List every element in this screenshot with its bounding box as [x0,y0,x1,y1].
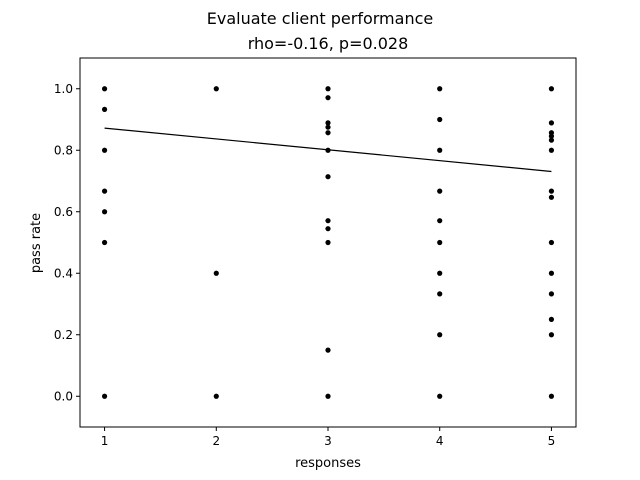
data-point [437,239,443,246]
data-point [325,95,331,101]
y-tick-label: 0.0 [54,389,73,403]
data-point [325,226,331,232]
y-axis: 0.0 0.2 0.4 0.6 0.8 1.0 [54,82,80,403]
y-tick-label: 0.8 [54,143,73,157]
x-axis-label: responses [295,456,361,471]
x-tick-label: 2 [212,434,220,448]
chart-title: Evaluate client performance [207,9,433,28]
data-point [548,137,555,143]
data-points [101,86,555,399]
data-point [437,393,443,399]
data-point [437,116,443,123]
x-tick-label: 4 [436,434,444,448]
data-point [548,188,555,194]
data-point [213,270,219,276]
data-point [325,86,331,92]
data-point [213,393,219,399]
data-point [548,270,555,276]
data-point [548,147,555,153]
data-point [325,120,331,126]
data-point [325,124,331,130]
data-point [437,147,443,153]
y-tick-label: 0.6 [54,205,73,219]
y-tick-label: 1.0 [54,82,73,96]
data-point [548,239,555,246]
data-point [437,291,443,297]
data-point [325,239,331,246]
y-tick-label: 0.2 [54,328,73,342]
data-point [548,332,555,338]
data-point [548,291,555,297]
data-point [437,86,443,92]
x-tick-label: 5 [548,434,556,448]
data-point [101,86,108,92]
x-axis: 1 2 3 4 5 [101,427,555,448]
data-point [548,393,555,399]
data-point [101,209,108,215]
data-point [548,86,555,92]
data-point [325,347,331,353]
data-point [101,147,108,153]
data-point [101,393,108,399]
data-point [548,120,555,126]
y-axis-label: pass rate [29,213,44,273]
data-point [213,86,219,92]
x-tick-label: 1 [101,434,109,448]
data-point [101,239,108,246]
data-point [325,174,331,180]
data-point [325,130,331,136]
data-point [325,218,331,224]
data-point [437,218,443,224]
data-point [437,188,443,194]
data-point [548,194,555,200]
data-point [101,188,108,194]
y-tick-label: 0.4 [54,266,73,280]
data-point [101,106,108,112]
data-point [437,332,443,338]
data-point [437,270,443,276]
x-tick-label: 3 [324,434,332,448]
chart-subtitle: rho=-0.16, p=0.028 [248,34,409,53]
data-point [325,393,331,399]
data-point [548,133,555,139]
data-point [325,147,331,153]
data-point [548,316,555,322]
